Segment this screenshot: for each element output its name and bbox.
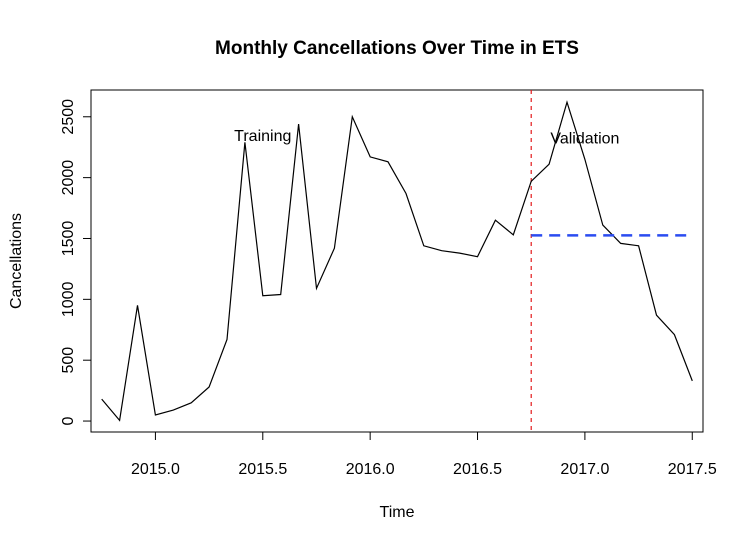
y-tick-label: 1500 [60, 221, 77, 257]
x-axis-label: Time [380, 504, 415, 521]
annotations: Training Validation [234, 128, 619, 147]
annotation-label: Training [234, 128, 291, 145]
y-axis: 0 500 1000 1500 2000 2500 [60, 99, 91, 425]
chart-title: Monthly Cancellations Over Time in ETS [215, 38, 579, 59]
x-tick-label: 2016.0 [346, 461, 395, 478]
y-tick-label: 1000 [60, 281, 77, 317]
y-tick-label: 500 [60, 347, 77, 374]
x-tick-label: 2015.5 [238, 461, 287, 478]
series-group [101, 100, 693, 422]
x-axis: 2015.0 2015.5 2016.0 2016.5 2017.0 2017.5 [131, 432, 717, 478]
cancellations-series-line [101, 100, 693, 422]
annotation-label: Validation [550, 130, 619, 147]
y-axis-label: Cancellations [8, 213, 25, 309]
x-tick-label: 2017.5 [668, 461, 717, 478]
y-tick-label: 2500 [60, 99, 77, 135]
y-tick-label: 2000 [60, 160, 77, 196]
plot-frame [90, 89, 704, 433]
y-tick-label: 0 [60, 416, 77, 425]
x-tick-label: 2015.0 [131, 461, 180, 478]
x-tick-label: 2016.5 [453, 461, 502, 478]
x-tick-label: 2017.0 [560, 461, 609, 478]
